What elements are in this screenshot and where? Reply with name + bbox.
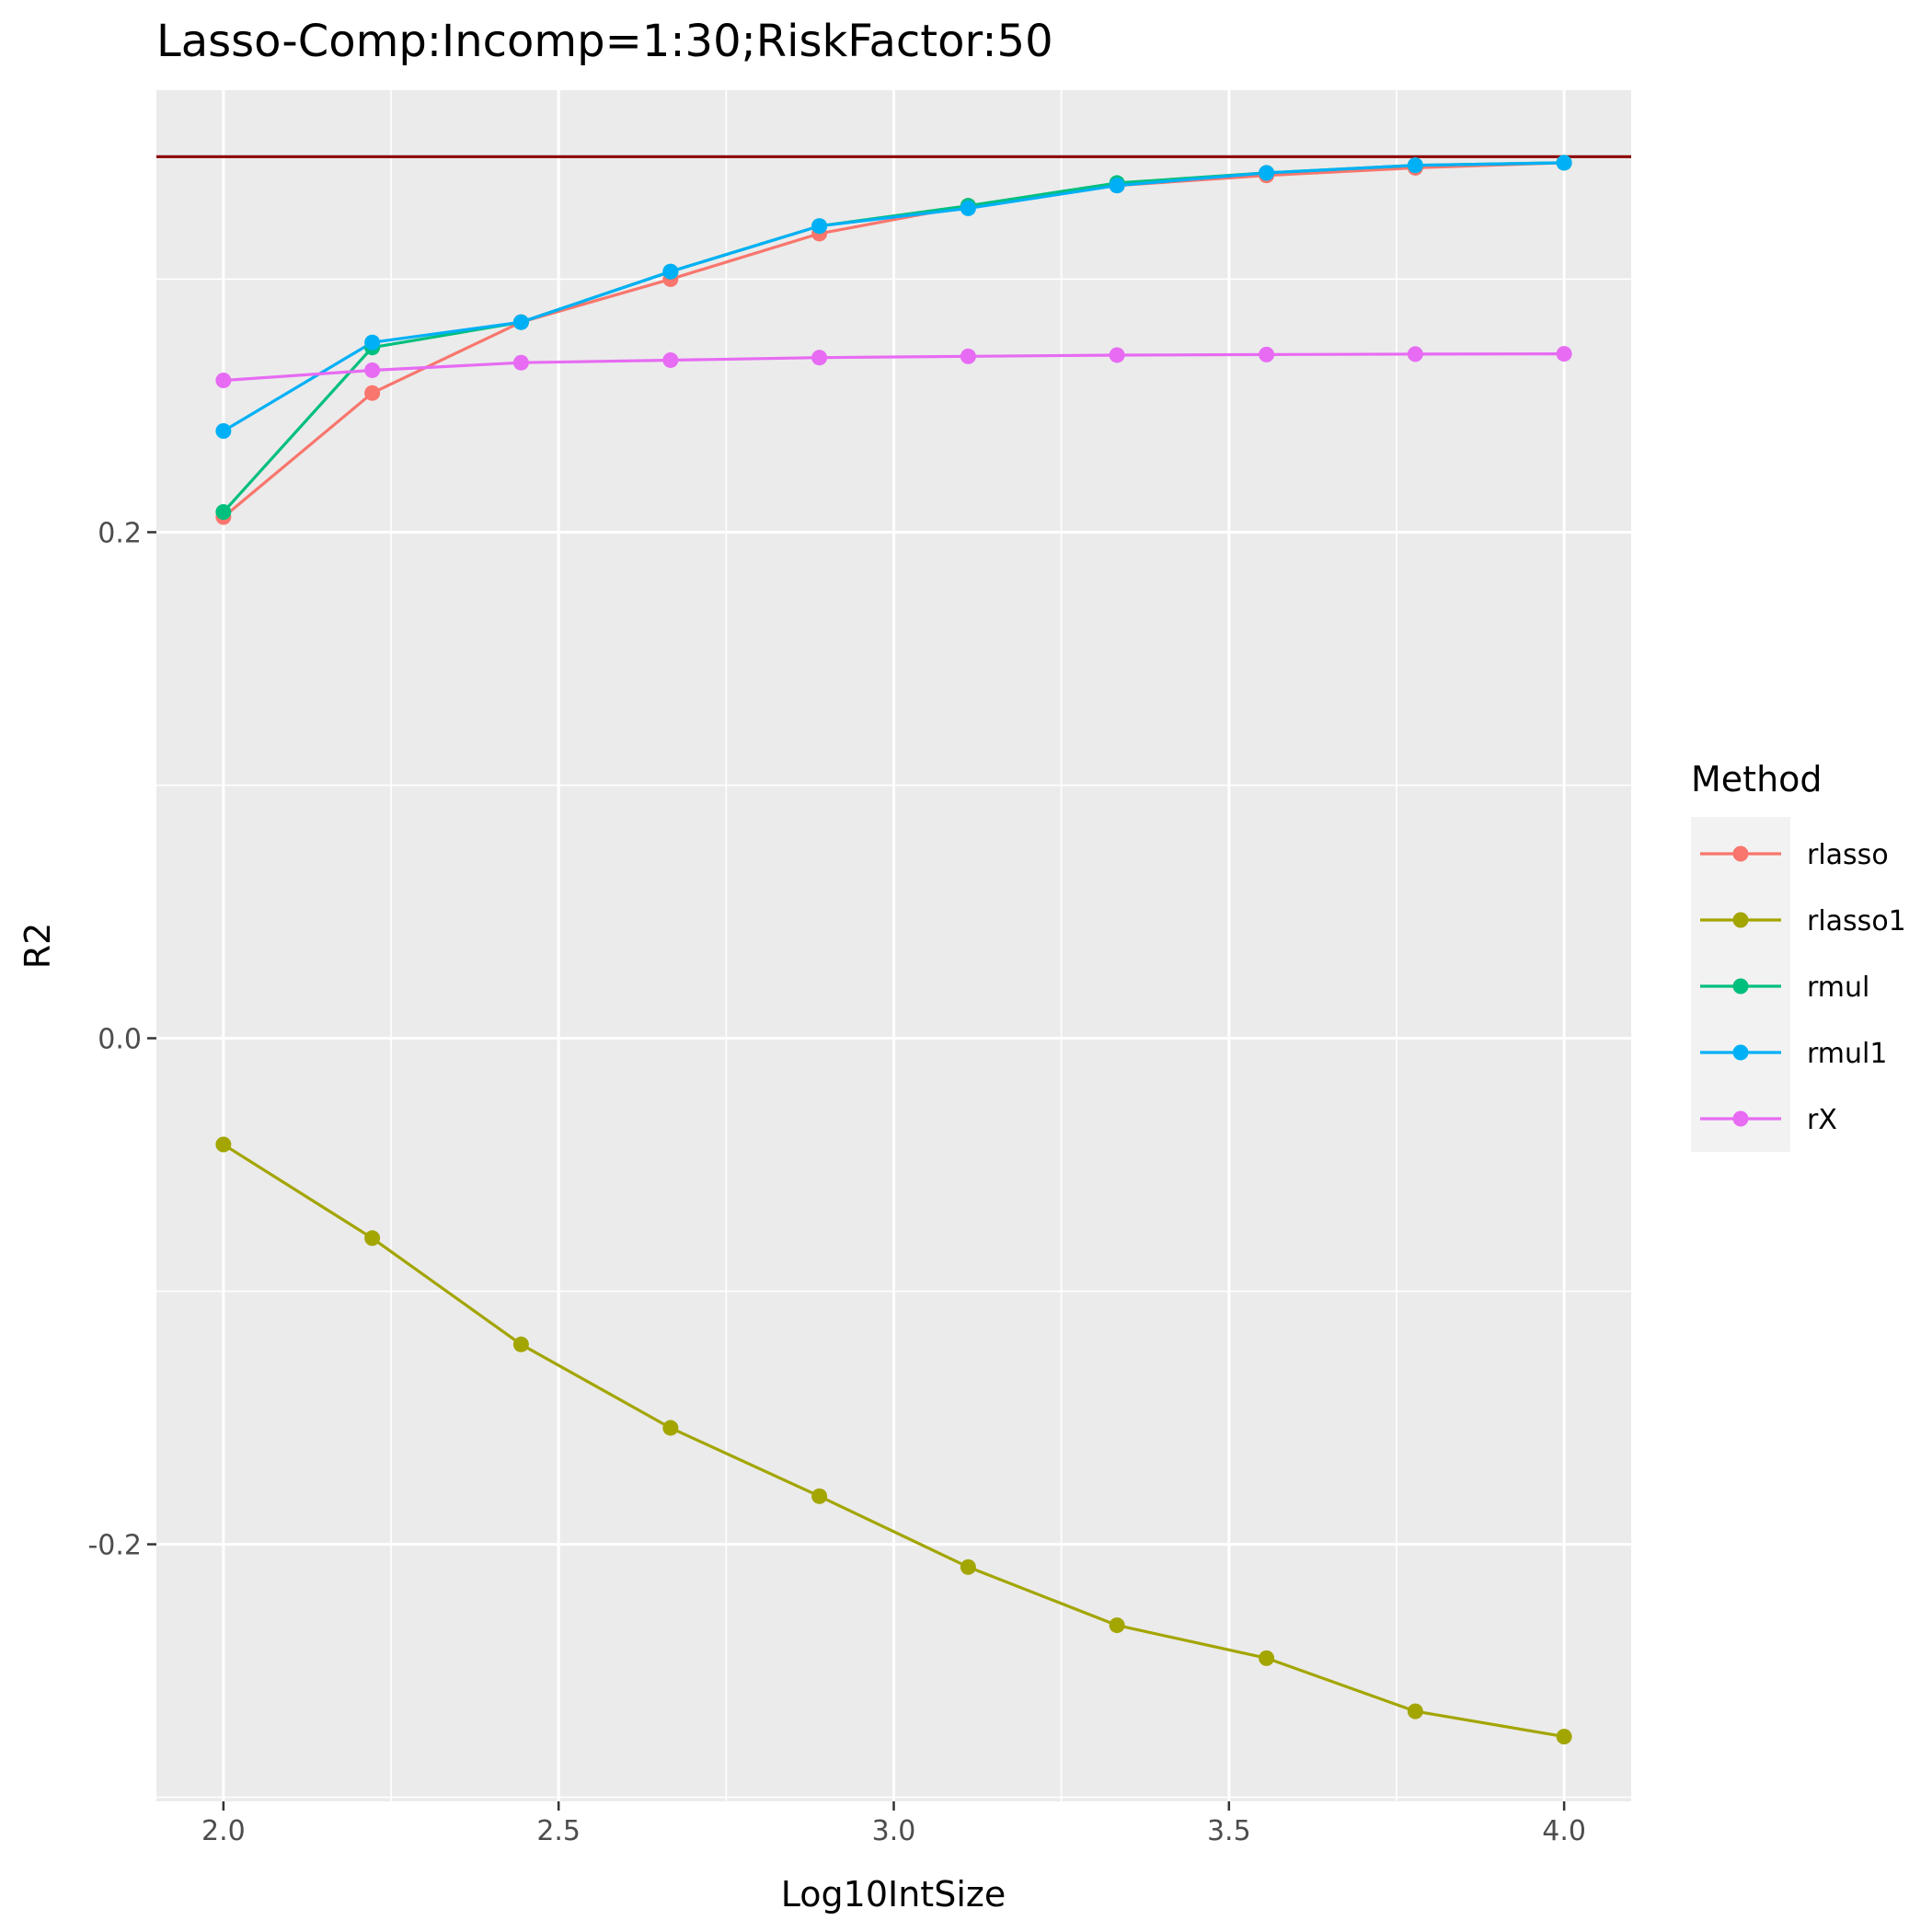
x-axis-title: Log10IntSize [781,1874,1006,1915]
series-line-rX [223,352,1565,383]
data-point-rX [1259,346,1275,362]
data-point-rlasso1 [662,1420,679,1436]
data-point-rmul1 [811,218,828,235]
data-point-rX [215,372,232,388]
legend-key-point-rmul1 [1732,1044,1749,1061]
series-line-rlasso [222,161,1565,519]
legend-label-rmul1: rmul1 [1807,1038,1887,1070]
data-point-rX [1109,347,1125,363]
legend-label-rlasso: rlasso [1807,839,1889,871]
x-tick-label: 4.0 [1542,1815,1586,1847]
data-point-rlasso1 [1109,1617,1125,1634]
data-point-rlasso [364,385,381,401]
legend-key-point-rlasso1 [1732,912,1749,928]
x-axis: 2.0 2.5 3.0 3.5 4.0 [201,1801,1586,1847]
series-line-rlasso1 [223,1143,1565,1739]
legend: Method rlasso rlasso1 rmul rmul1 rX [1691,759,1906,1152]
y-tick-label: 0.2 [98,517,142,549]
legend-label-rmul: rmul [1807,972,1869,1004]
data-point-rlasso1 [1556,1729,1572,1745]
data-point-rX [662,351,679,368]
y-axis: -0.2 0.0 0.2 [87,517,156,1562]
data-point-rmul1 [1109,178,1125,194]
data-point-rX [811,350,828,366]
legend-key-point-rX [1732,1110,1749,1127]
legend-key-point-rmul [1732,978,1749,995]
legend-title: Method [1691,759,1823,799]
data-point-rlasso1 [1259,1650,1275,1666]
data-point-rmul1 [512,314,529,330]
data-point-rmul1 [662,263,679,280]
chart-title: Lasso-Comp:Incomp=1:30;RiskFactor:50 [156,16,1053,67]
x-tick-label: 2.5 [536,1815,581,1847]
data-point-rmul1 [364,334,381,351]
data-point-rmul1 [960,200,976,216]
data-point-rX [1407,346,1423,362]
series-points [215,155,1572,1745]
x-tick-label: 3.0 [872,1815,916,1847]
data-point-rlasso1 [1407,1703,1423,1719]
legend-key-point-rlasso [1732,845,1749,862]
legend-items: rlasso rlasso1 rmul rmul1 rX [1700,839,1906,1136]
series-lines [222,161,1565,1739]
legend-label-rlasso1: rlasso1 [1807,905,1906,937]
series-line-rmul1 [223,161,1565,432]
data-point-rmul1 [1259,165,1275,181]
legend-label-rX: rX [1807,1104,1837,1136]
data-point-rlasso1 [364,1230,381,1247]
data-point-rmul1 [1556,155,1572,171]
data-point-rlasso1 [512,1336,529,1352]
data-point-rX [512,354,529,371]
data-point-rlasso1 [960,1558,976,1575]
data-point-rX [364,362,381,378]
data-point-rlasso1 [811,1488,828,1504]
data-point-rmul [215,503,232,520]
data-point-rX [960,348,976,364]
y-tick-label: 0.0 [98,1024,142,1056]
y-tick-label: -0.2 [87,1530,142,1562]
data-point-rmul1 [1407,157,1423,174]
y-axis-title: R2 [17,923,58,970]
data-point-rlasso1 [215,1136,232,1153]
data-point-rmul1 [215,422,232,439]
x-tick-label: 3.5 [1207,1815,1251,1847]
data-point-rX [1556,346,1572,362]
x-tick-label: 2.0 [201,1815,246,1847]
